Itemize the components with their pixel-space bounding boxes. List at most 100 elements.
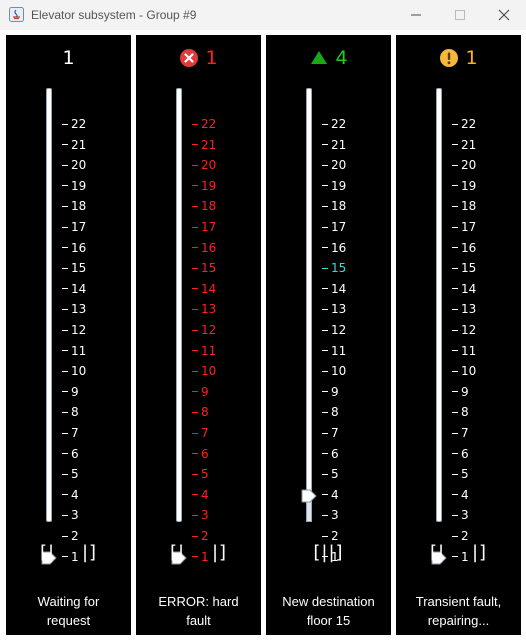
floor-tick-2: 2	[322, 529, 339, 543]
tick-mark	[452, 329, 458, 331]
floor-tick-16: 16	[192, 241, 216, 255]
floor-slider-track[interactable]	[436, 88, 442, 522]
tick-mark	[322, 205, 328, 207]
floor-label: 18	[201, 199, 217, 214]
tick-mark	[452, 205, 458, 207]
floor-tick-6: 6	[192, 447, 209, 461]
floor-label: 15	[71, 261, 87, 276]
tick-mark	[192, 556, 198, 558]
floor-tick-18: 18	[322, 199, 346, 213]
floor-label: 9	[201, 384, 209, 399]
minimize-button[interactable]	[394, 0, 438, 30]
tick-mark	[322, 473, 328, 475]
floor-label: 4	[461, 487, 469, 502]
floor-label: 12	[71, 323, 87, 337]
close-button[interactable]	[482, 0, 526, 30]
tick-mark	[62, 494, 68, 496]
floor-label: 22	[331, 117, 347, 131]
tick-mark	[322, 432, 328, 434]
floor-label: 15	[331, 261, 347, 276]
floor-tick-8: 8	[452, 405, 469, 419]
floor-tick-8: 8	[62, 405, 79, 419]
floor-tick-12: 12	[62, 323, 86, 337]
floor-label: 14	[71, 281, 87, 296]
floor-label: 19	[331, 178, 347, 193]
elevator-header: 1	[6, 45, 131, 71]
floor-label: 18	[71, 199, 87, 214]
floor-slider-thumb[interactable]	[301, 488, 317, 503]
floor-label: 17	[201, 220, 217, 234]
floor-tick-3: 3	[322, 508, 339, 522]
tick-mark	[192, 514, 198, 516]
floor-label: 5	[71, 467, 79, 482]
floor-tick-9: 9	[62, 385, 79, 399]
floor-slider-thumb[interactable]	[171, 550, 187, 565]
tick-mark	[322, 494, 328, 496]
floor-slider-thumb[interactable]	[41, 550, 57, 565]
floor-label: 9	[71, 384, 79, 399]
floor-label: 11	[201, 343, 217, 358]
tick-mark	[192, 350, 198, 352]
tick-mark	[452, 494, 458, 496]
floor-tick-14: 14	[62, 282, 86, 296]
floor-label: 11	[461, 343, 477, 358]
floor-label: 10	[331, 364, 347, 379]
tick-mark	[192, 144, 198, 146]
floor-slider-track[interactable]	[46, 88, 52, 522]
floor-label: 11	[331, 343, 347, 358]
floor-label: 1	[71, 549, 79, 564]
floor-tick-21: 21	[322, 138, 346, 152]
maximize-button[interactable]	[438, 0, 482, 30]
floor-label: 14	[331, 281, 347, 296]
status-line-1: New destination	[282, 594, 375, 609]
close-icon	[498, 9, 510, 21]
floor-tick-10: 10	[322, 364, 346, 378]
tick-mark	[192, 164, 198, 166]
floor-label: 5	[201, 467, 209, 482]
floor-label: 18	[331, 199, 347, 214]
status-message: Waiting for request	[6, 592, 131, 630]
floor-tick-15: 15	[322, 261, 346, 275]
floor-label: 20	[71, 158, 87, 173]
floor-tick-21: 21	[192, 138, 216, 152]
floor-tick-2: 2	[192, 529, 209, 543]
door-indicator: [| |]	[429, 542, 488, 563]
floor-label: 16	[71, 240, 87, 255]
tick-mark	[192, 185, 198, 187]
floor-label: 4	[71, 487, 79, 502]
floor-tick-4: 4	[62, 488, 79, 502]
floor-tick-6: 6	[452, 447, 469, 461]
floor-tick-7: 7	[322, 426, 339, 440]
floor-label: 2	[71, 529, 79, 543]
floor-slider-track[interactable]	[176, 88, 182, 522]
floor-label: 20	[461, 158, 477, 173]
floor-tick-21: 21	[452, 138, 476, 152]
tick-mark	[62, 144, 68, 146]
warning-icon	[439, 48, 459, 68]
floor-label: 5	[331, 467, 339, 482]
floor-label: 7	[461, 426, 469, 440]
floor-slider-track[interactable]	[306, 88, 312, 522]
floor-label: 13	[331, 302, 347, 317]
floor-label: 19	[71, 178, 87, 193]
tick-mark	[192, 432, 198, 434]
tick-mark	[322, 144, 328, 146]
floor-label: 15	[461, 261, 477, 276]
elevator-header: 1	[396, 45, 521, 71]
floor-tick-13: 13	[322, 302, 346, 316]
tick-mark	[322, 123, 328, 125]
floor-label: 22	[71, 117, 87, 131]
floor-tick-1: 1	[452, 550, 469, 564]
status-message: New destination floor 15	[266, 592, 391, 630]
tick-mark	[322, 185, 328, 187]
floor-tick-16: 16	[322, 241, 346, 255]
window-title: Elevator subsystem - Group #9	[31, 8, 197, 22]
tick-mark	[62, 205, 68, 207]
floor-tick-19: 19	[452, 179, 476, 193]
current-floor: 4	[335, 47, 348, 69]
floor-tick-11: 11	[452, 344, 476, 358]
floor-slider-thumb[interactable]	[431, 550, 447, 565]
floor-label: 10	[71, 364, 87, 379]
tick-mark	[62, 267, 68, 269]
tick-mark	[192, 473, 198, 475]
